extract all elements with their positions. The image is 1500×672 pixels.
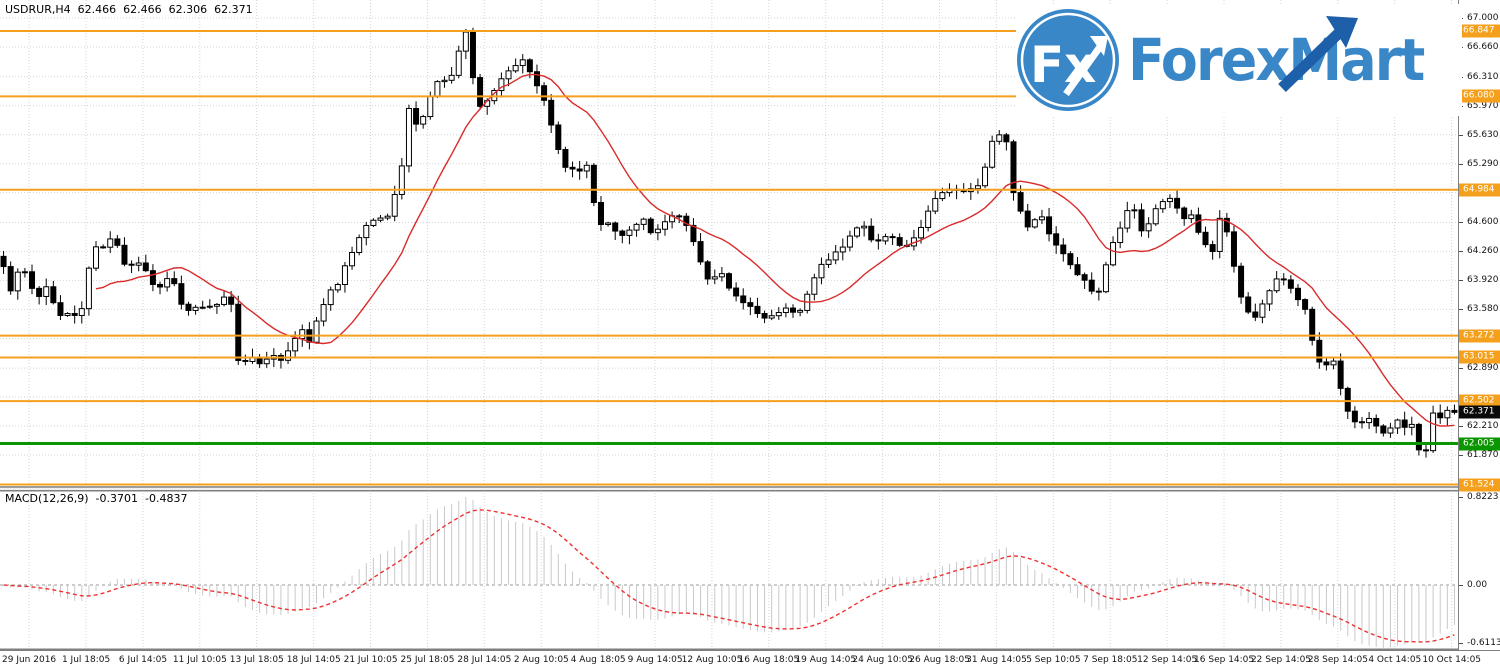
macd-axis-tick: [1459, 643, 1463, 644]
price-axis-tick: [1459, 134, 1463, 136]
macd-grid: [0, 490, 1458, 649]
macd-indicator-panel[interactable]: [0, 490, 1458, 650]
time-axis-label: 11 Jul 10:05: [172, 655, 227, 665]
macd-histogram: [10, 497, 1455, 648]
logo-wordmark: ForexMart: [1128, 26, 1425, 94]
price-axis-label: 66.660: [1467, 41, 1499, 52]
macd-axis-tick: [1459, 497, 1463, 498]
price-axis-label: 62.210: [1467, 421, 1499, 432]
price-axis-label: 65.630: [1467, 129, 1499, 140]
time-axis-label: 21 Jul 10:05: [343, 655, 398, 665]
time-axis-label: 13 Jul 18:05: [229, 655, 284, 665]
low-value: 62.306: [168, 3, 208, 16]
price-axis-tick: [1459, 309, 1463, 311]
price-level-badge: 66.847: [1459, 24, 1500, 38]
macd-axis-label: 0.00: [1467, 580, 1488, 590]
price-axis-label: 61.870: [1467, 450, 1499, 461]
time-axis-label: 6 Jul 14:05: [118, 655, 168, 665]
time-axis-label: 28 Sep 14:05: [1307, 655, 1368, 665]
price-level-badge: 62.005: [1459, 437, 1500, 451]
symbol-timeframe-label: USDRUR,H4: [5, 3, 71, 16]
forexmart-logo: Fx ForexMart: [1016, 4, 1462, 116]
macd-axis-label: 0.8223: [1467, 492, 1499, 502]
macd-name-params: MACD(12,26,9): [5, 492, 89, 505]
time-axis-label: 12 Sep 14:05: [1137, 655, 1198, 665]
time-axis-label: 9 Aug 14:05: [627, 655, 683, 665]
time-axis-label: 1 Jul 18:05: [61, 655, 111, 665]
price-axis-label: 67.000: [1467, 13, 1499, 23]
chart-ohlc-header: USDRUR,H4 62.466 62.466 62.306 62.371: [5, 3, 260, 16]
time-axis-label: 5 Sep 10:05: [1026, 655, 1081, 665]
macd-panel-border: [0, 490, 1458, 650]
macd-signal-line: [3, 509, 1455, 643]
price-axis-label: 66.310: [1467, 71, 1499, 82]
open-value: 62.466: [77, 3, 117, 16]
price-level-badge: 62.371: [1459, 405, 1500, 419]
time-axis-label: 16 Sep 14:05: [1194, 655, 1255, 665]
price-axis-tick: [1459, 280, 1463, 282]
time-axis-label: 4 Oct 14:05: [1368, 655, 1422, 665]
macd-current-value: -0.3701: [95, 492, 139, 505]
time-axis-label: 10 Oct 14:05: [1422, 655, 1482, 665]
price-axis-tick: [1459, 426, 1463, 428]
time-axis-label: 7 Sep 18:05: [1083, 655, 1138, 665]
panel-splitter[interactable]: [0, 488, 1458, 490]
price-level-badge: 63.015: [1459, 350, 1500, 364]
time-axis-label: 12 Aug 10:05: [681, 655, 743, 665]
high-value: 62.466: [123, 3, 162, 16]
logo-circle-arrowhead-icon: [1090, 36, 1108, 56]
time-axis-label: 25 Jul 18:05: [400, 655, 455, 665]
price-axis-tick: [1459, 368, 1463, 370]
time-axis-label: 22 Sep 14:05: [1250, 655, 1312, 665]
price-chart-panel[interactable]: [0, 0, 1458, 488]
time-axis-label: 16 Aug 18:05: [738, 655, 800, 665]
time-axis-label: 18 Jul 14:05: [286, 655, 341, 665]
close-value: 62.371: [214, 3, 253, 16]
macd-axis-tick: [1459, 585, 1463, 586]
time-axis-label: 4 Aug 18:05: [570, 655, 626, 665]
price-level-badge: 64.984: [1459, 183, 1500, 197]
candles: [0, 27, 1458, 458]
price-axis-label: 64.600: [1467, 217, 1499, 228]
price-level-badge: 63.272: [1459, 329, 1500, 343]
moving-average-line: [95, 73, 1455, 427]
time-axis-label: 2 Aug 10:05: [513, 655, 569, 665]
price-axis-label: 65.290: [1467, 158, 1499, 169]
time-axis-label: 31 Aug 14:05: [966, 655, 1027, 665]
price-level-badge: 62.502: [1459, 394, 1500, 408]
price-level-badge: 66.080: [1459, 89, 1500, 103]
time-axis[interactable]: 29 Jun 2016 1 Jul 18:05 6 Jul 14:05 11 Jul …: [0, 650, 1500, 672]
time-axis-label: 26 Aug 18:05: [909, 655, 970, 665]
macd-indicator-label: MACD(12,26,9) -0.3701 -0.4837: [5, 492, 194, 505]
forexmart-logo-circle: Fx: [1017, 9, 1119, 111]
price-axis-tick: [1459, 222, 1463, 224]
price-axis-label: 62.890: [1467, 363, 1499, 374]
logo-circle-arrow-icon: [1063, 41, 1105, 97]
price-axis-tick: [1459, 455, 1463, 457]
time-axis-label: 29 Jun 2016: [2, 655, 57, 665]
time-axis-label: 19 Aug 14:05: [795, 655, 857, 665]
macd-signal-value: -0.4837: [145, 492, 188, 505]
macd-axis-label: -0.6113: [1467, 638, 1500, 648]
price-axis-label: 64.260: [1467, 246, 1499, 257]
time-axis-label: 28 Jul 14:05: [457, 655, 512, 665]
time-axis-label: 24 Aug 10:05: [852, 655, 914, 665]
price-level-badge: 61.524: [1459, 478, 1500, 491]
price-axis-tick: [1459, 163, 1463, 165]
price-axis[interactable]: 67.000 66.660 66.310 65.970 65.630 65.290 64.6…: [1458, 0, 1500, 650]
price-axis-label: 65.970: [1467, 100, 1499, 111]
price-axis-label: 63.920: [1467, 275, 1499, 286]
price-axis-tick: [1459, 251, 1463, 253]
price-axis-label: 63.580: [1467, 304, 1499, 315]
